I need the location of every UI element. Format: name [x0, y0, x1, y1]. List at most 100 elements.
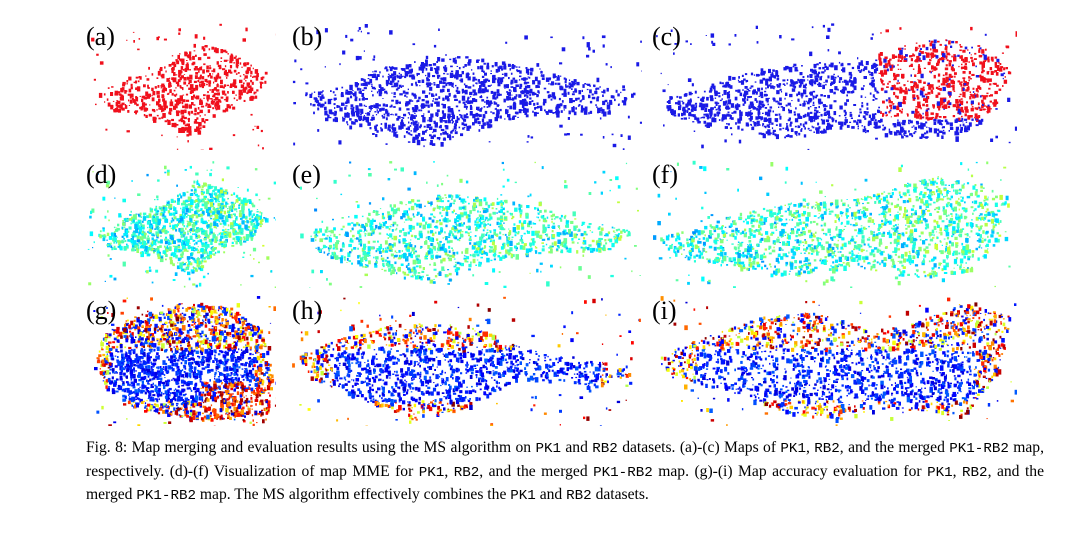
map-point [147, 251, 149, 254]
map-point [937, 59, 940, 61]
map-point [889, 104, 893, 107]
map-point [255, 193, 258, 197]
map-point [717, 92, 721, 95]
map-point [211, 70, 214, 72]
map-point [382, 98, 384, 99]
map-point [812, 90, 816, 93]
map-point [136, 250, 139, 253]
map-point [554, 82, 557, 85]
map-point [197, 209, 200, 212]
map-point [472, 274, 475, 277]
map-point [174, 224, 178, 228]
map-point [925, 46, 929, 51]
map-point [138, 213, 141, 217]
map-point [300, 68, 303, 71]
map-point [990, 138, 994, 142]
map-point [171, 77, 174, 80]
map-point [237, 72, 240, 74]
map-point [873, 126, 875, 128]
map-point [197, 246, 199, 248]
map-point [483, 79, 487, 84]
map-point [405, 91, 409, 95]
map-point [371, 85, 373, 87]
map-point [365, 105, 367, 107]
map-point [463, 222, 465, 225]
map-point [199, 83, 201, 87]
map-point [915, 108, 918, 113]
map-point [247, 228, 250, 231]
map-point [223, 231, 225, 233]
map-point [505, 84, 509, 89]
map-point [883, 126, 887, 130]
map-point [376, 91, 379, 94]
map-point [476, 117, 480, 121]
map-point [965, 89, 969, 92]
map-point [439, 211, 442, 215]
map-point [320, 91, 323, 94]
map-point [576, 97, 580, 100]
map-point [496, 217, 501, 221]
map-point [164, 218, 169, 223]
map-point [169, 222, 171, 225]
map-point [591, 96, 596, 100]
map-point [246, 82, 251, 86]
map-point [350, 104, 354, 108]
map-point [217, 92, 220, 96]
map-point [970, 103, 973, 106]
map-point [205, 119, 209, 121]
map-point [531, 100, 534, 102]
map-point [147, 235, 149, 238]
map-point [878, 53, 881, 57]
map-point [113, 247, 117, 250]
map-point [921, 95, 925, 98]
map-point [324, 110, 328, 116]
map-point [189, 262, 193, 266]
map-point [849, 113, 853, 117]
map-point [474, 78, 478, 81]
map-point [168, 85, 171, 88]
map-point [341, 86, 344, 89]
map-point [213, 92, 218, 96]
map-point [776, 84, 779, 87]
map-point [898, 82, 901, 84]
map-point [165, 258, 167, 261]
map-point [817, 71, 821, 75]
map-point [812, 126, 815, 129]
map-point [893, 103, 895, 105]
map-point [239, 75, 242, 77]
map-point [262, 147, 264, 150]
map-point [970, 107, 974, 112]
map-point [695, 105, 698, 108]
map-point [212, 189, 215, 193]
map-point [945, 76, 949, 82]
map-point [909, 55, 912, 58]
map-point [211, 211, 215, 215]
map-point [255, 214, 259, 216]
map-point [198, 122, 202, 127]
map-point [221, 245, 225, 248]
map-point [558, 246, 560, 249]
map-point [161, 229, 164, 233]
map-point [896, 121, 901, 127]
map-point [163, 107, 166, 111]
map-point [357, 30, 360, 32]
map-point [213, 208, 217, 214]
map-point [422, 130, 425, 135]
map-point [346, 121, 348, 124]
map-point [809, 51, 813, 57]
map-point [179, 119, 182, 122]
map-point [260, 83, 262, 86]
map-point [923, 81, 926, 84]
map-point [439, 124, 442, 129]
map-point [762, 133, 766, 139]
map-point [239, 242, 243, 246]
map-point [841, 123, 844, 127]
map-point [932, 46, 936, 52]
map-point [369, 127, 372, 130]
map-point [256, 210, 259, 213]
map-point [215, 193, 218, 197]
map-point [410, 239, 412, 241]
map-point [731, 133, 733, 136]
map-point [693, 107, 697, 111]
map-point [756, 120, 760, 125]
